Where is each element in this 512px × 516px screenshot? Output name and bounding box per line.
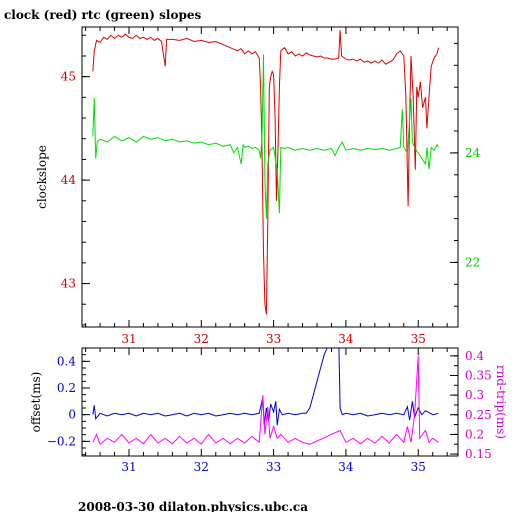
x-tick-label: 31 xyxy=(121,332,136,346)
x-tick-label: 33 xyxy=(266,332,281,346)
y2-tick-label: 0.2 xyxy=(465,427,484,441)
x-tick-label: 34 xyxy=(338,460,354,474)
y-tick-label: 45 xyxy=(61,70,76,84)
y-tick-label: 0.4 xyxy=(57,354,76,368)
y2-tick-label: 24 xyxy=(465,146,481,160)
y-tick-label: −0.2 xyxy=(47,434,76,448)
x-tick-label: 32 xyxy=(194,332,209,346)
y-tick-label: 0 xyxy=(68,408,76,422)
y2-tick-label: 0.35 xyxy=(465,368,492,382)
x-tick-label: 32 xyxy=(194,460,209,474)
x-tick-label: 35 xyxy=(411,332,426,346)
y-axis-label: offset(ms) xyxy=(29,372,43,433)
series-line-rnd-trip xyxy=(92,355,439,446)
y-axis-label: clockslope xyxy=(35,145,49,209)
y2-axis-label: rnd-trip(ms) xyxy=(494,365,508,439)
offset-chart: 31 32 33 34 35 −0.2 0 0.2 0.4 0.15 0.2 0.25 0.3 0.35 0… xyxy=(29,347,508,474)
x-tick-label: 35 xyxy=(411,460,426,474)
page-title: clock (red) rtc (green) slopes xyxy=(4,8,201,22)
y2-tick-label: 0.3 xyxy=(465,388,484,402)
x-tick-label: 33 xyxy=(266,460,281,474)
y2-tick-label: 0.15 xyxy=(465,447,492,461)
y-tick-label: 44 xyxy=(61,173,77,187)
series-line-rtc xyxy=(92,54,439,219)
series-line-offset xyxy=(92,348,439,426)
y2-tick-label: 0.25 xyxy=(465,408,492,422)
y2-tick-label: 22 xyxy=(465,255,480,269)
y-tick-label: 43 xyxy=(61,277,76,291)
y2-tick-label: 0.4 xyxy=(465,349,484,363)
x-tick-label: 34 xyxy=(338,332,354,346)
plot-frame xyxy=(81,347,459,457)
footer-text: 2008-03-30 dilaton.physics.ubc.ca xyxy=(78,500,308,512)
plot-frame xyxy=(81,26,459,328)
series-line-clock xyxy=(92,30,439,315)
y-tick-label: 0.2 xyxy=(57,381,76,395)
slope-chart: 31 32 33 34 35 43 44 45 22 24 clockslope xyxy=(35,26,481,346)
x-tick-label: 31 xyxy=(121,460,136,474)
